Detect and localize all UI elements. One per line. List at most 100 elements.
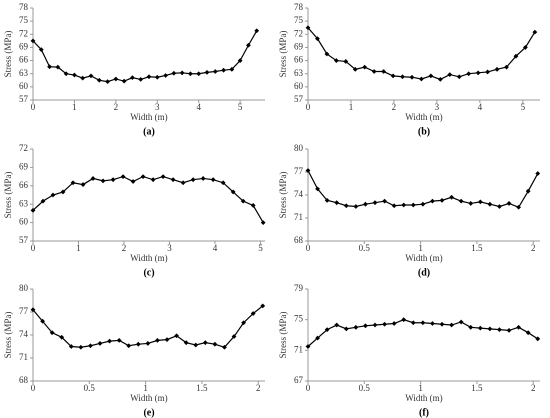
y-tick-label: 71: [19, 352, 28, 362]
marker: [468, 201, 474, 206]
marker: [254, 28, 260, 34]
marker: [140, 174, 146, 179]
marker: [246, 42, 251, 48]
marker: [105, 79, 110, 84]
panel: 57 60 63 66 69 72 75 78 0 1 2 3 4 5 Width (m) Stress (M…: [3, 2, 265, 137]
line: [32, 175, 264, 223]
marker: [164, 337, 170, 342]
marker: [372, 200, 378, 206]
marker: [466, 71, 472, 77]
x-axis-label: Width (m): [405, 253, 442, 263]
y-tick-label: 74: [19, 329, 29, 339]
marker: [88, 73, 94, 79]
marker: [193, 342, 199, 348]
marker: [145, 341, 151, 346]
y-tick-label: 57: [294, 94, 304, 104]
marker: [170, 177, 176, 183]
marker: [494, 66, 500, 72]
marker: [38, 47, 44, 53]
x-axis-label: Width (m): [130, 253, 167, 263]
marker: [188, 71, 193, 77]
marker: [130, 75, 135, 81]
x-tick-label: 0: [31, 243, 36, 253]
x-tick-label: 2: [531, 383, 536, 393]
marker: [334, 322, 340, 328]
y-axis-label: Stress (MPa): [3, 172, 13, 219]
marker: [497, 327, 502, 333]
x-tick-label: 2: [114, 102, 119, 112]
marker: [202, 340, 208, 346]
x-tick-label: 5: [521, 102, 526, 112]
y-tick-label: 68: [294, 235, 304, 245]
caption: (c): [143, 267, 154, 278]
y-tick-label: 66: [19, 55, 29, 65]
caption: (e): [143, 407, 154, 418]
marker: [391, 203, 397, 209]
marker: [382, 198, 387, 204]
x-tick-label: 2: [122, 243, 127, 253]
y-tick-label: 79: [294, 283, 304, 293]
marker: [525, 330, 531, 336]
marker: [343, 326, 349, 332]
marker: [352, 66, 358, 72]
x-tick-label: 1: [76, 243, 81, 253]
x-axis-label: Width (m): [130, 393, 167, 403]
marker: [506, 328, 512, 333]
marker: [449, 194, 454, 200]
x-tick-label: 0: [31, 102, 36, 112]
marker: [229, 66, 235, 72]
x-tick-label: 1.5: [196, 383, 208, 393]
panel: 67 71 75 79 0 0.5 1 1.5 2 Width (m) Stress (MPa) (f…: [278, 283, 541, 418]
y-axis-label: Stress (MPa): [278, 172, 288, 219]
marker: [130, 179, 136, 184]
y-tick-label: 74: [294, 189, 304, 199]
line: [307, 27, 536, 81]
x-tick-label: 2: [531, 243, 536, 253]
x-tick-label: 1: [349, 102, 354, 112]
y-tick-label: 75: [19, 15, 29, 25]
marker: [504, 64, 509, 70]
marker: [475, 70, 481, 76]
x-tick-label: 1.5: [471, 243, 483, 253]
marker: [382, 321, 387, 327]
marker: [200, 176, 206, 181]
x-axis-label: Width (m): [130, 112, 167, 122]
marker: [409, 74, 415, 80]
marker: [381, 69, 387, 74]
marker: [372, 322, 378, 328]
marker: [72, 72, 77, 78]
x-tick-label: 1: [143, 383, 148, 393]
marker: [220, 180, 226, 186]
marker: [138, 77, 144, 82]
y-tick-label: 80: [19, 283, 29, 293]
marker: [135, 341, 141, 347]
marker: [458, 319, 464, 325]
marker: [391, 321, 397, 326]
marker: [400, 74, 405, 80]
y-tick-label: 75: [294, 314, 304, 324]
marker: [430, 198, 435, 204]
marker: [497, 204, 502, 209]
marker: [40, 198, 46, 204]
marker: [30, 38, 36, 44]
panel: 57 60 63 66 69 72 75 78 0 1 2 3 4 5 Width (m) Stress (M…: [278, 2, 540, 137]
x-tick-label: 1.5: [471, 383, 483, 393]
marker: [160, 174, 166, 179]
marker: [212, 341, 218, 347]
marker: [146, 74, 152, 80]
x-tick-label: 3: [155, 102, 160, 112]
marker: [516, 204, 522, 210]
marker: [535, 336, 541, 342]
marker: [532, 29, 538, 35]
marker: [113, 76, 119, 82]
marker: [437, 77, 443, 82]
marker: [250, 311, 256, 316]
marker: [343, 203, 349, 209]
marker: [40, 318, 45, 324]
marker: [240, 198, 246, 204]
marker: [353, 324, 359, 330]
marker: [343, 59, 349, 64]
marker: [477, 199, 483, 205]
marker: [163, 73, 168, 78]
caption: (a): [143, 126, 155, 137]
